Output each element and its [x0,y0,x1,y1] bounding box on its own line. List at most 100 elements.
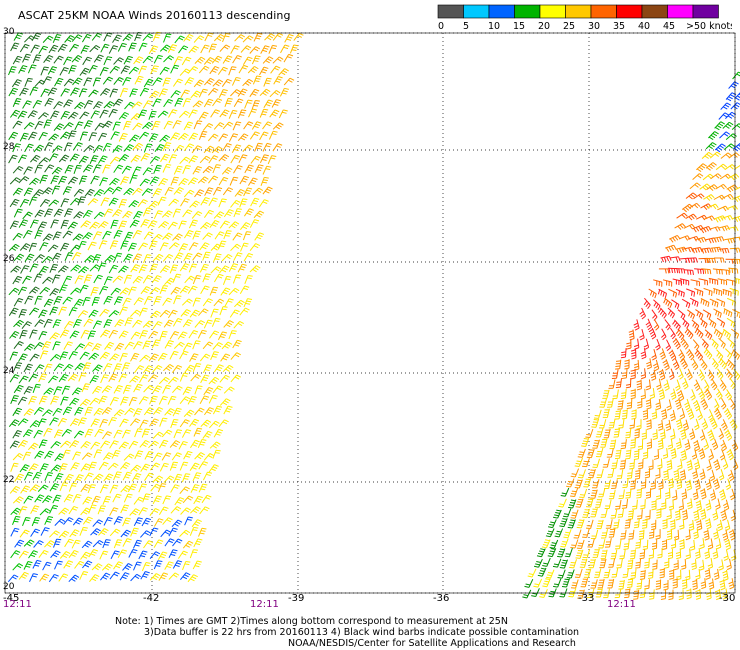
wind-barb-icon [138,507,148,516]
wind-barb-icon [73,164,82,174]
wind-barb-icon [192,362,202,372]
wind-barb-icon [118,154,130,162]
wind-barb-icon [143,143,153,153]
wind-barb-icon [644,558,650,569]
wind-barb-icon [193,427,203,437]
wind-barb-icon [37,484,49,492]
wind-barb-icon [92,320,103,330]
wind-barb-icon [124,231,134,241]
map-title: ASCAT 25KM NOAA Winds 20160113 descendin… [18,9,291,22]
wind-barb-icon [669,368,675,381]
wind-barb-icon [172,538,183,547]
wind-barb-icon [244,274,253,284]
wind-barb-icon [553,509,562,519]
wind-barb-icon [19,529,30,538]
wind-barb-icon [194,452,205,460]
wind-barb-icon [272,32,284,41]
wind-barb-icon [204,77,215,86]
wind-barb-icon [198,527,207,537]
wind-barb-icon [723,143,735,150]
wind-barb-icon [672,337,681,350]
wind-barb-icon [198,111,209,120]
wind-barb-icon [233,320,244,329]
wind-barb-icon [130,113,142,121]
wind-barb-icon [202,165,214,174]
wind-barb-icon [202,471,213,481]
wind-barb-icon [48,153,59,162]
wind-barb-icon [49,504,59,514]
wind-barb-icon [208,155,219,164]
wind-barb-icon [606,448,614,458]
wind-barb-icon [74,560,85,569]
wind-barb-icon [725,389,733,401]
wind-barb-icon [52,494,62,504]
wind-barb-icon [90,286,99,296]
wind-barb-icon [278,68,289,76]
wind-barb-icon [686,588,692,600]
wind-barb-icon [72,517,84,526]
wind-barb-icon [79,398,91,407]
wind-barb-icon [620,439,627,450]
wind-barb-icon [68,505,79,515]
wind-barb-icon [138,131,150,140]
wind-barb-icon [50,464,62,472]
wind-barb-icon [31,32,42,42]
wind-barb-icon [103,473,114,482]
wind-barb-icon [652,559,658,570]
wind-barb-icon [268,44,278,54]
wind-barb-icon [208,87,219,96]
wind-barb-icon [159,284,169,294]
wind-barb-icon [704,388,713,401]
wind-barb-icon [150,65,159,75]
wind-barb-icon [152,321,163,330]
lon-label-33: -33 [578,593,595,604]
wind-barb-icon [84,406,93,416]
wind-barb-icon [24,295,34,305]
wind-barb-icon [731,215,740,223]
wind-barb-icon [254,142,263,152]
wind-barb-icon [62,296,73,305]
wind-barb-icon [98,240,108,250]
wind-barb-icon [152,385,163,394]
wind-barb-icon [72,142,83,151]
wind-barb-icon [579,488,588,499]
wind-barb-icon [627,559,634,570]
wind-barb-icon [559,588,568,598]
wind-barb-icon [685,569,691,581]
wind-barb-icon [214,231,225,240]
wind-barb-icon [130,418,141,427]
wind-barb-icon [183,450,193,460]
wind-barb-icon [133,517,143,527]
wind-barb-icon [188,242,199,251]
wind-barb-icon [28,373,39,382]
wind-barb-icon [49,306,59,316]
wind-barb-icon [712,548,719,560]
wind-barb-icon [194,385,203,395]
lon-label-39: -39 [288,593,305,604]
wind-barb-icon [77,310,89,319]
wind-barb-icon [71,387,83,396]
wind-barb-icon [120,240,129,250]
wind-barb-icon [158,376,170,385]
wind-barb-icon [170,484,180,493]
wind-barb-icon [60,198,70,208]
wind-barb-icon [191,211,203,219]
wind-barb-icon [636,579,643,590]
wind-barb-icon [180,572,191,581]
wind-barb-icon [577,469,586,479]
wind-barb-icon [723,499,730,511]
wind-barb-icon [13,253,25,262]
wind-barb-icon [8,87,18,97]
wind-barb-icon [706,459,712,471]
wind-barb-icon [703,438,710,451]
wind-barb-icon [669,409,676,422]
wind-barb-icon [549,539,559,549]
wind-barb-icon [614,499,622,510]
wind-barb-icon [202,430,213,439]
wind-barb-icon [619,549,626,560]
wind-barb-icon [685,529,691,541]
wind-barb-icon [197,329,207,339]
wind-barb-icon [152,495,162,505]
wind-barb-icon [123,187,135,196]
wind-barb-icon [39,242,49,251]
